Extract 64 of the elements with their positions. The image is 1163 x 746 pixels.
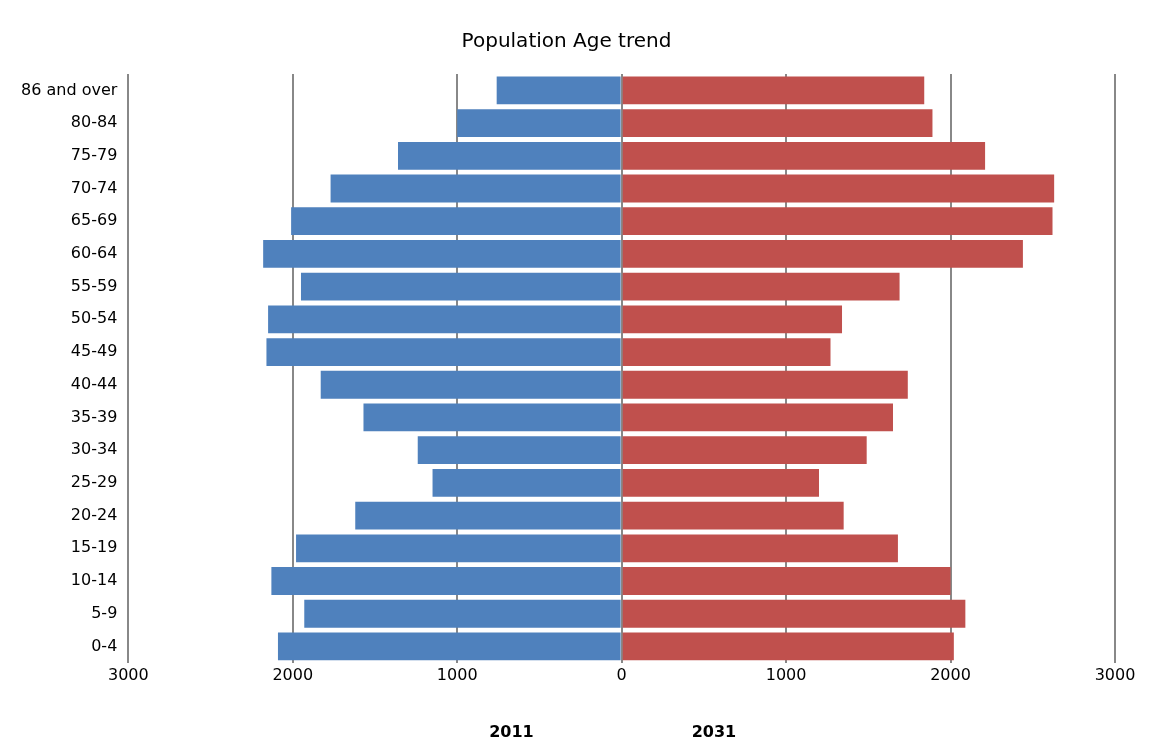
bar [622, 436, 867, 465]
bar [622, 141, 986, 170]
bar [622, 207, 1053, 236]
y-tick-label: 40-44 [70, 373, 118, 393]
bar [622, 403, 893, 432]
x-tick-label: 3000 [107, 664, 149, 684]
x-tick-label: 3000 [1094, 664, 1136, 684]
bar [622, 305, 843, 334]
bar [622, 567, 951, 595]
chart-title: Population Age trend [461, 28, 672, 53]
y-tick-label: 65-69 [70, 210, 118, 230]
y-tick-label: 25-29 [70, 472, 118, 492]
text: 2011 [489, 721, 534, 741]
y-tick-label: 35-39 [70, 406, 118, 426]
bar [296, 534, 621, 563]
bar [355, 501, 621, 530]
y-tick-label: 75-79 [70, 144, 118, 164]
bar [457, 109, 621, 137]
bar [263, 240, 621, 268]
y-tick-label: 45-49 [70, 341, 118, 361]
bar [271, 567, 621, 595]
bar [622, 534, 898, 563]
bar [622, 370, 908, 399]
y-tick-label: 30-34 [70, 439, 118, 459]
bar [622, 174, 1055, 203]
x-tick-label: 2000 [272, 664, 314, 684]
bar [266, 338, 621, 366]
y-tick-label: 0-4 [91, 635, 118, 655]
y-tick-label: 15-19 [70, 537, 118, 557]
bar [320, 370, 621, 399]
y-tick-label: 80-84 [70, 112, 118, 132]
bar [304, 599, 621, 628]
bar [330, 174, 621, 203]
bar [300, 272, 621, 301]
bar [268, 305, 621, 334]
y-tick-label: 86 and over [21, 79, 118, 99]
x-tick-label: 1000 [765, 664, 807, 684]
bar [622, 599, 966, 628]
bar [432, 468, 621, 497]
bar [496, 76, 621, 105]
y-tick-label: 70-74 [70, 177, 118, 197]
bar [622, 632, 954, 661]
bar [622, 240, 1023, 268]
x-tick-label: 1000 [436, 664, 478, 684]
bar [291, 207, 621, 236]
bar [277, 632, 621, 661]
bar [363, 403, 621, 432]
x-tick-label: 0 [616, 664, 627, 684]
bar [622, 76, 925, 105]
bar [622, 338, 831, 366]
bar [622, 468, 819, 497]
y-tick-label: 50-54 [70, 308, 118, 328]
text: 2031 [691, 721, 737, 741]
bar [622, 109, 933, 137]
y-tick-label: 55-59 [70, 275, 118, 295]
x-tick-label: 2000 [930, 664, 971, 684]
bar [417, 436, 621, 465]
y-tick-label: 5-9 [91, 602, 118, 622]
y-tick-label: 10-14 [70, 570, 118, 590]
bar [622, 272, 900, 301]
y-tick-label: 20-24 [70, 504, 118, 524]
y-tick-label: 60-64 [70, 243, 118, 263]
bar [622, 501, 844, 530]
bar [398, 141, 621, 170]
